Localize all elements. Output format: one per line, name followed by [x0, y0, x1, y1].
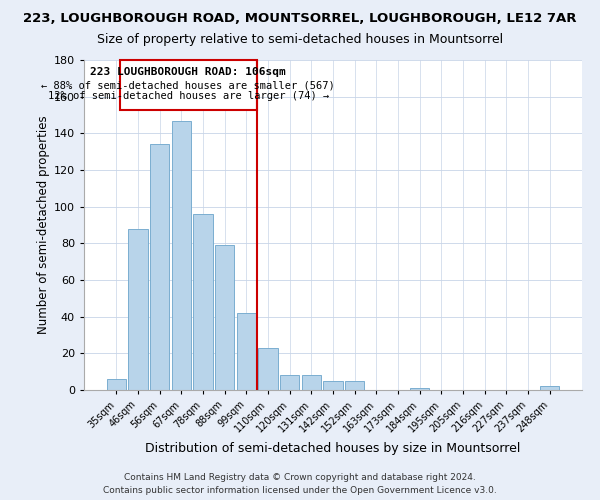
Bar — [119, 60, 257, 110]
Bar — [193, 214, 213, 390]
Bar — [345, 381, 364, 390]
Bar — [302, 376, 321, 390]
Text: 223, LOUGHBOROUGH ROAD, MOUNTSORREL, LOUGHBOROUGH, LE12 7AR: 223, LOUGHBOROUGH ROAD, MOUNTSORREL, LOU… — [23, 12, 577, 26]
Bar — [172, 120, 191, 390]
Bar — [258, 348, 278, 390]
Bar — [150, 144, 169, 390]
Bar — [128, 228, 148, 390]
Text: Size of property relative to semi-detached houses in Mountsorrel: Size of property relative to semi-detach… — [97, 32, 503, 46]
Text: ← 88% of semi-detached houses are smaller (567): ← 88% of semi-detached houses are smalle… — [41, 80, 335, 90]
X-axis label: Distribution of semi-detached houses by size in Mountsorrel: Distribution of semi-detached houses by … — [145, 442, 521, 456]
Bar — [410, 388, 430, 390]
Text: 12% of semi-detached houses are larger (74) →: 12% of semi-detached houses are larger (… — [47, 91, 329, 101]
Text: Contains HM Land Registry data © Crown copyright and database right 2024.
Contai: Contains HM Land Registry data © Crown c… — [103, 473, 497, 495]
Bar — [236, 313, 256, 390]
Bar — [540, 386, 559, 390]
Text: 223 LOUGHBOROUGH ROAD: 106sqm: 223 LOUGHBOROUGH ROAD: 106sqm — [91, 68, 286, 78]
Bar — [280, 376, 299, 390]
Bar — [107, 379, 126, 390]
Bar — [323, 381, 343, 390]
Y-axis label: Number of semi-detached properties: Number of semi-detached properties — [37, 116, 50, 334]
Bar — [215, 245, 235, 390]
